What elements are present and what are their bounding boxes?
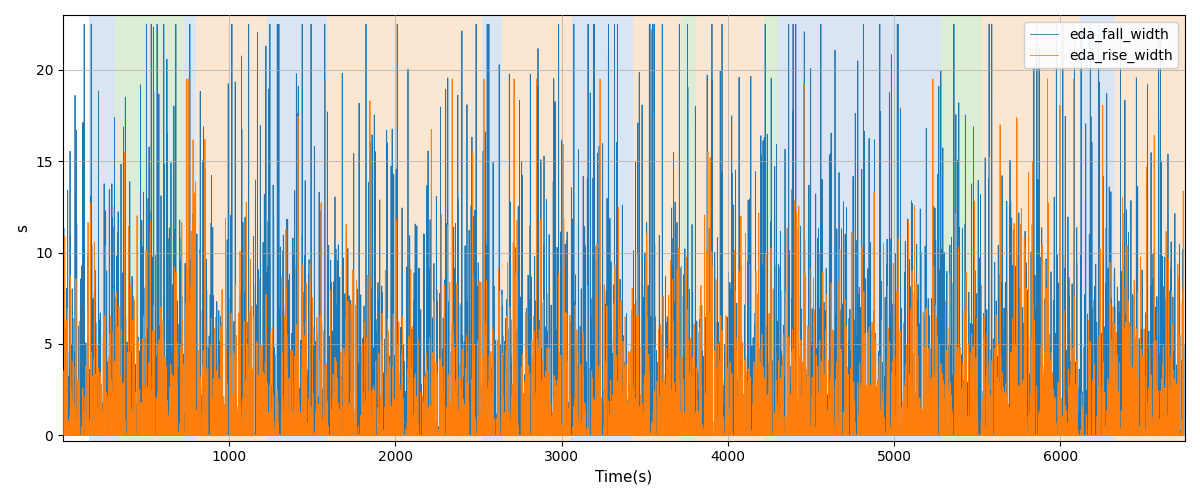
Bar	[89, 15, 115, 440]
Bar	[982, 15, 1080, 440]
eda_fall_width	[361, 344, 376, 350]
eda_rise_width	[180, 76, 194, 82]
eda_fall_width	[1177, 432, 1192, 438]
Y-axis label: s: s	[16, 224, 30, 232]
Bar	[571, 15, 634, 440]
eda_fall_width	[260, 432, 275, 438]
Bar	[482, 15, 502, 440]
Bar	[502, 15, 571, 440]
eda_rise_width	[904, 432, 918, 438]
eda_fall_width	[913, 432, 928, 438]
Line: eda_rise_width: eda_rise_width	[64, 79, 1183, 435]
Bar	[196, 15, 268, 440]
eda_fall_width	[77, 21, 91, 27]
Bar	[778, 15, 941, 440]
Bar	[764, 15, 778, 440]
eda_rise_width	[337, 432, 352, 438]
Bar	[115, 15, 185, 440]
Bar	[328, 15, 482, 440]
Bar	[185, 15, 196, 440]
eda_fall_width	[335, 432, 349, 438]
eda_rise_width	[480, 402, 494, 407]
Bar	[941, 15, 982, 440]
Bar	[696, 15, 764, 440]
eda_rise_width	[56, 432, 71, 438]
eda_rise_width	[233, 432, 247, 438]
eda_fall_width	[56, 432, 71, 438]
Line: eda_fall_width: eda_fall_width	[64, 24, 1184, 435]
Bar	[1080, 15, 1115, 440]
eda_rise_width	[257, 432, 271, 438]
eda_rise_width	[1176, 432, 1190, 438]
eda_rise_width	[364, 316, 378, 322]
Bar	[268, 15, 328, 440]
Bar	[682, 15, 696, 440]
Bar	[1115, 15, 1186, 440]
Legend: eda_fall_width, eda_rise_width: eda_fall_width, eda_rise_width	[1025, 22, 1178, 68]
X-axis label: Time(s): Time(s)	[595, 470, 653, 485]
Bar	[634, 15, 682, 440]
eda_fall_width	[469, 420, 484, 426]
eda_fall_width	[233, 432, 247, 438]
